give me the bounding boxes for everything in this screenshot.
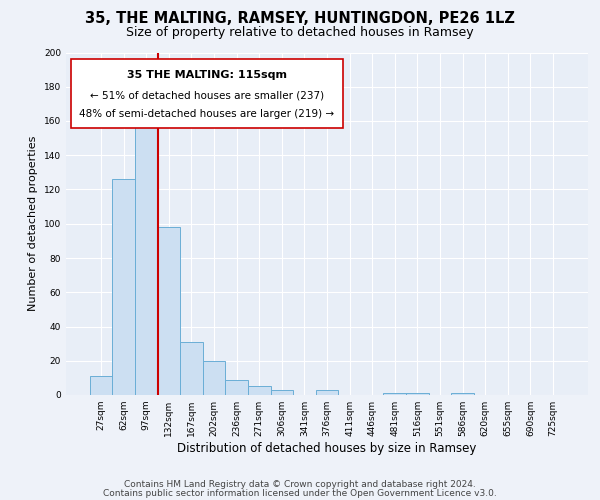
Bar — [226, 380, 248, 395]
Bar — [406, 394, 428, 395]
Text: ← 51% of detached houses are smaller (237): ← 51% of detached houses are smaller (23… — [90, 90, 324, 100]
Bar — [316, 390, 338, 395]
X-axis label: Distribution of detached houses by size in Ramsey: Distribution of detached houses by size … — [178, 442, 476, 455]
Text: 35 THE MALTING: 115sqm: 35 THE MALTING: 115sqm — [127, 70, 287, 80]
Bar — [135, 120, 158, 395]
Text: 35, THE MALTING, RAMSEY, HUNTINGDON, PE26 1LZ: 35, THE MALTING, RAMSEY, HUNTINGDON, PE2… — [85, 11, 515, 26]
Bar — [248, 386, 271, 395]
Y-axis label: Number of detached properties: Number of detached properties — [28, 136, 38, 312]
Bar — [203, 361, 226, 395]
Bar — [90, 376, 112, 395]
Text: Size of property relative to detached houses in Ramsey: Size of property relative to detached ho… — [126, 26, 474, 39]
Bar — [180, 342, 203, 395]
Text: 48% of semi-detached houses are larger (219) →: 48% of semi-detached houses are larger (… — [79, 109, 335, 119]
Bar — [271, 390, 293, 395]
FancyBboxPatch shape — [71, 60, 343, 128]
Bar — [112, 179, 135, 395]
Bar — [451, 394, 474, 395]
Bar — [158, 227, 180, 395]
Bar — [383, 394, 406, 395]
Text: Contains public sector information licensed under the Open Government Licence v3: Contains public sector information licen… — [103, 489, 497, 498]
Text: Contains HM Land Registry data © Crown copyright and database right 2024.: Contains HM Land Registry data © Crown c… — [124, 480, 476, 489]
